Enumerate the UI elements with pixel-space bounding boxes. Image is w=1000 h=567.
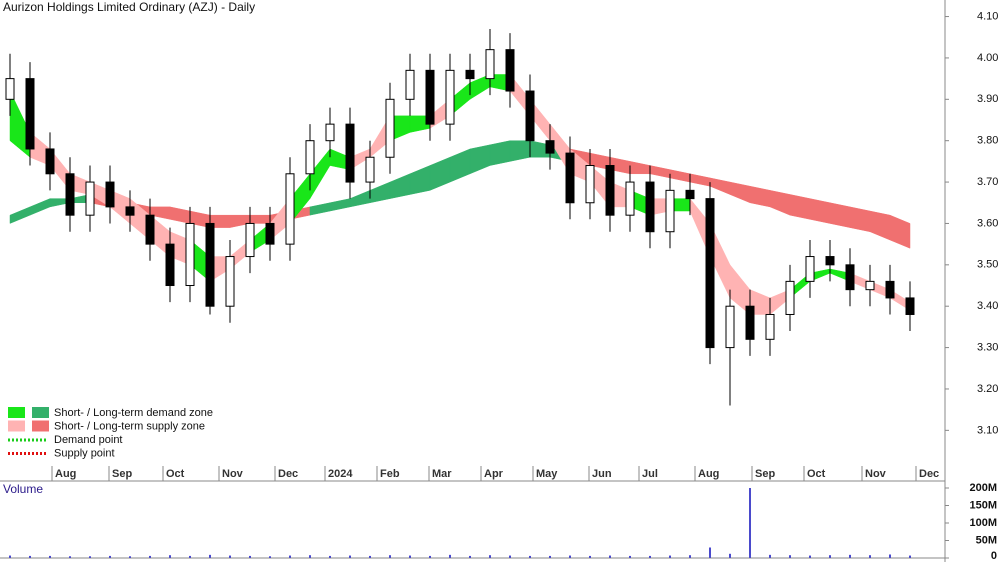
candle-body: [245, 222, 255, 258]
candle-body: [465, 69, 475, 80]
x-tick-label: Aug: [55, 468, 76, 480]
candle-body: [725, 305, 735, 349]
y-tick-label: 3.50: [977, 259, 998, 271]
candle-body: [305, 140, 315, 175]
candle-body: [665, 189, 675, 233]
candle-body: [605, 165, 615, 216]
candle-body: [405, 69, 415, 100]
long-zone: [809, 198, 831, 224]
x-tick-label: Sep: [755, 468, 775, 480]
volume-label: Volume: [3, 482, 43, 496]
legend-swatch: [32, 407, 49, 418]
candle-body: [705, 198, 715, 349]
y-tick-label: 3.40: [977, 300, 998, 312]
candle-body: [885, 280, 895, 299]
candle-body: [525, 90, 535, 142]
candle-body: [225, 256, 235, 307]
candle-body: [205, 222, 215, 307]
y-tick-label: 3.80: [977, 135, 998, 147]
x-tick-label: Oct: [166, 468, 185, 480]
candle-body: [425, 69, 435, 125]
candle-body: [685, 189, 695, 200]
candle-body: [445, 69, 455, 125]
candle-body: [345, 123, 355, 183]
candle-body: [765, 313, 775, 340]
y-tick-label: 3.90: [977, 93, 998, 105]
volume-y-tick-label: 50M: [976, 534, 997, 546]
x-tick-label: Sep: [112, 468, 132, 480]
legend-label: Supply point: [54, 447, 115, 459]
y-tick-label: 3.30: [977, 341, 998, 353]
candle-body: [905, 297, 915, 315]
long-zone: [249, 214, 271, 224]
long-zone: [489, 140, 511, 166]
y-tick-label: 3.60: [977, 217, 998, 229]
long-zone: [849, 206, 871, 233]
y-tick-label: 4.00: [977, 52, 998, 64]
long-zone: [789, 194, 811, 220]
candle-body: [625, 181, 635, 216]
candle-body: [65, 173, 75, 216]
candle-body: [805, 256, 815, 282]
candle-body: [785, 280, 795, 315]
candle-body: [145, 214, 155, 245]
x-tick-label: Apr: [484, 468, 504, 480]
candle-body: [185, 222, 195, 287]
candle-body: [385, 98, 395, 158]
x-tick-label: Jun: [592, 468, 612, 480]
x-tick-label: Mar: [432, 468, 452, 480]
y-tick-label: 3.10: [977, 424, 998, 436]
x-tick-label: 2024: [328, 468, 353, 480]
long-zone: [829, 202, 851, 228]
legend-label: Short- / Long-term demand zone: [54, 407, 213, 419]
candle-body: [25, 78, 35, 150]
candle-body: [265, 222, 275, 245]
candle-body: [285, 173, 295, 245]
x-tick-label: May: [536, 468, 558, 480]
x-tick-label: Nov: [222, 468, 244, 480]
x-tick-label: Nov: [865, 468, 887, 480]
legend-label: Demand point: [54, 434, 123, 446]
x-tick-label: Dec: [278, 468, 298, 480]
candle-body: [325, 123, 335, 142]
long-zone: [889, 214, 911, 249]
y-tick-label: 4.10: [977, 10, 998, 22]
candle-body: [125, 206, 135, 216]
candle-body: [105, 181, 115, 208]
candle-body: [45, 148, 55, 175]
y-tick-label: 3.20: [977, 383, 998, 395]
legend-label: Short- / Long-term supply zone: [54, 420, 205, 432]
x-tick-label: Dec: [919, 468, 939, 480]
x-tick-label: Oct: [807, 468, 826, 480]
candle-body: [825, 256, 835, 266]
candle-body: [865, 280, 875, 291]
candle-body: [505, 49, 515, 92]
x-tick-label: Feb: [380, 468, 400, 480]
legend-swatch: [32, 420, 49, 432]
candle-body: [165, 243, 175, 287]
legend-swatch: [8, 420, 25, 432]
volume-y-tick-label: 0: [991, 550, 997, 562]
candle-body: [645, 181, 655, 233]
candle-body: [845, 264, 855, 291]
y-tick-label: 3.70: [977, 176, 998, 188]
candle-body: [485, 49, 495, 80]
legend-swatch: [8, 407, 25, 418]
volume-y-tick-label: 100M: [969, 517, 997, 529]
chart-title: Aurizon Holdings Limited Ordinary (AZJ) …: [3, 0, 255, 14]
candle-body: [365, 156, 375, 183]
candle-body: [5, 78, 15, 100]
candle-body: [585, 165, 595, 204]
candle-body: [85, 181, 95, 216]
x-tick-label: Jul: [642, 468, 658, 480]
volume-y-tick-label: 150M: [969, 499, 997, 511]
x-tick-label: Aug: [698, 468, 719, 480]
candle-body: [565, 152, 575, 204]
candle-body: [545, 140, 555, 154]
volume-y-tick-label: 200M: [969, 482, 997, 494]
candle-body: [745, 305, 755, 340]
